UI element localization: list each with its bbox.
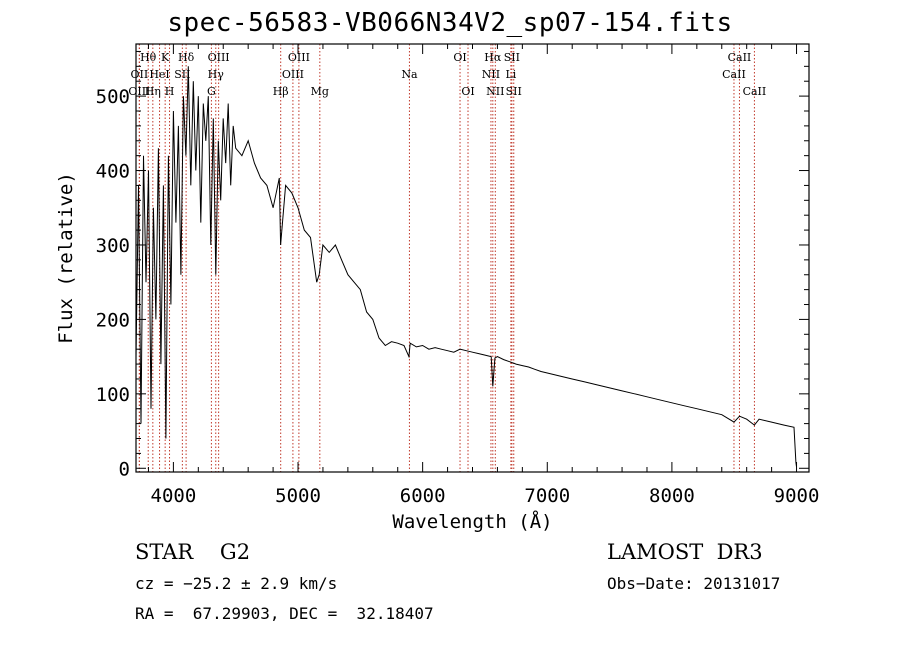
line-label: CaII xyxy=(728,51,752,64)
line-label: CaII xyxy=(743,85,767,98)
obs-date-text: Obs−Date: 20131017 xyxy=(607,574,781,593)
x-tick-label: 7000 xyxy=(524,485,570,507)
y-tick-label: 100 xyxy=(96,384,130,406)
line-label: Na xyxy=(401,68,418,81)
x-tick-label: 8000 xyxy=(649,485,695,507)
line-label: HeI xyxy=(149,68,169,81)
line-label: Hα xyxy=(484,51,502,64)
spectrum-line xyxy=(135,66,797,467)
chart-title: spec-56583-VB066N34V2_sp07-154.fits xyxy=(167,8,733,38)
x-tick-label: 6000 xyxy=(400,485,446,507)
line-label: CaII xyxy=(722,68,746,81)
plot-frame xyxy=(135,43,810,473)
y-tick-label: 300 xyxy=(96,235,130,257)
redshift-text: cz = −25.2 ± 2.9 km/s xyxy=(135,574,338,593)
y-tick-label: 0 xyxy=(119,458,130,480)
y-tick-label: 200 xyxy=(96,309,130,331)
x-tick-label: 4000 xyxy=(151,485,197,507)
x-axis-label: Wavelength (Å) xyxy=(392,510,552,533)
y-tick-label: 500 xyxy=(96,86,130,108)
line-label: Li xyxy=(505,68,516,81)
emission-line-markers xyxy=(138,44,755,472)
line-label: G xyxy=(207,85,216,98)
line-label: Mg xyxy=(311,85,329,98)
y-tick-label: 400 xyxy=(96,161,130,183)
line-label: NII xyxy=(486,85,504,98)
y-axis-label: Flux (relative) xyxy=(55,172,77,344)
line-label: OI xyxy=(453,51,466,64)
line-label: Hη xyxy=(145,85,161,98)
line-label: SII xyxy=(506,85,522,98)
coordinates-text: RA = 67.29903, DEC = 32.18407 xyxy=(135,604,434,623)
line-label: OIII xyxy=(128,85,150,98)
line-label: OIII xyxy=(208,51,230,64)
line-label: K xyxy=(161,51,170,64)
line-label: OI xyxy=(461,85,474,98)
line-label: SII xyxy=(504,51,520,64)
survey-label: LAMOST DR3 xyxy=(607,540,763,564)
line-label: OII xyxy=(131,68,149,81)
line-label: Hδ xyxy=(178,51,195,64)
x-tick-label: 9000 xyxy=(774,485,820,507)
line-label: Hγ xyxy=(208,68,225,81)
line-label: SII xyxy=(174,68,190,81)
axis-ticks: 4000 5000 6000 7000 8000 9000 0 100 200 300 400 500 xyxy=(96,44,820,507)
line-label: OIII xyxy=(282,68,304,81)
line-label: Hβ xyxy=(273,85,289,98)
line-label: NII xyxy=(482,68,500,81)
x-tick-label: 5000 xyxy=(275,485,321,507)
line-label: Hθ xyxy=(140,51,157,64)
line-label: OIII xyxy=(288,51,310,64)
class-label: STAR G2 xyxy=(135,540,251,564)
line-label: H xyxy=(165,85,175,98)
